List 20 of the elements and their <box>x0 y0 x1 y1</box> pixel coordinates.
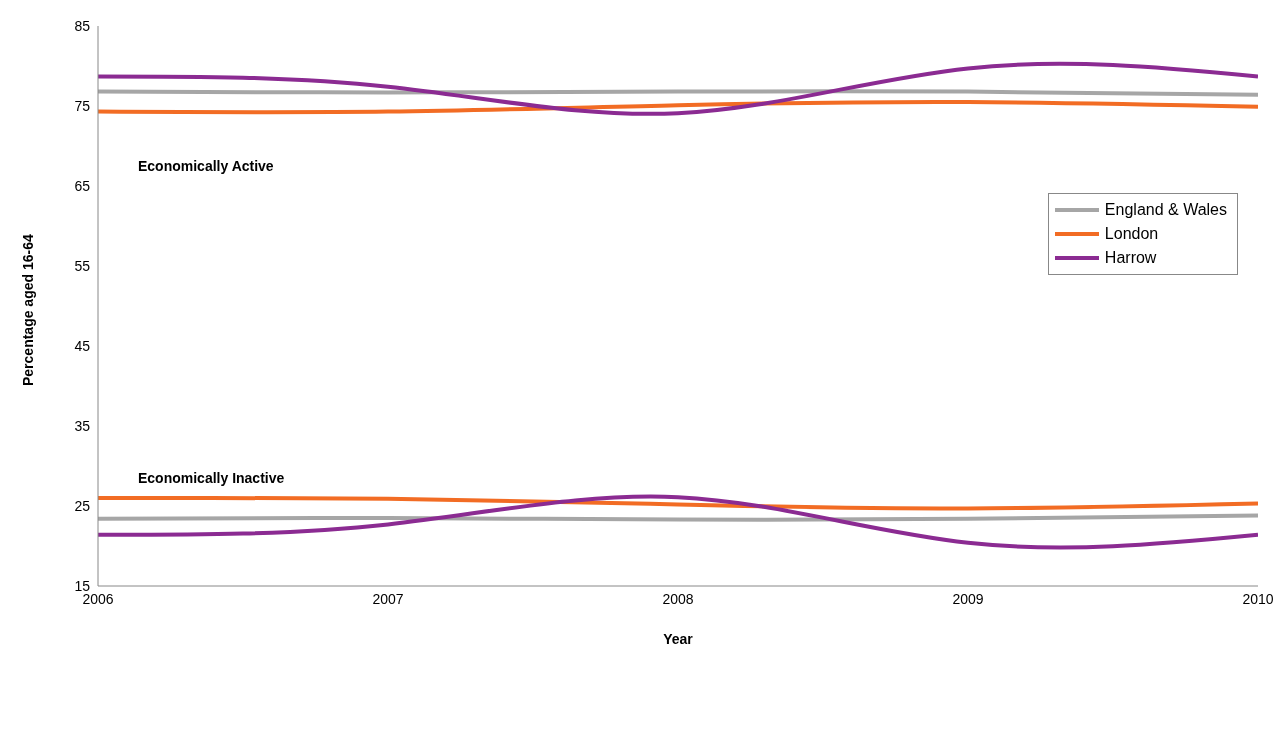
y-axis-title: Percentage aged 16-64 <box>19 234 36 386</box>
legend-label: London <box>1104 225 1159 243</box>
annotation: Economically Inactive <box>138 470 285 486</box>
y-tick-label: 35 <box>74 417 91 434</box>
line-series <box>98 495 1258 511</box>
x-tick-label: 2009 <box>952 590 984 607</box>
x-tick-label: 2008 <box>662 590 694 607</box>
y-tick-label: 25 <box>74 497 91 514</box>
annotation: Economically Active <box>138 158 274 174</box>
x-axis-title: Year <box>663 630 694 647</box>
legend-label: England & Wales <box>1104 201 1227 219</box>
y-tick-label: 75 <box>74 97 91 114</box>
x-tick-label: 2007 <box>372 590 404 607</box>
x-tick-label: 2010 <box>1242 590 1274 607</box>
line-series <box>98 99 1258 115</box>
y-tick-label: 65 <box>74 177 91 194</box>
legend-label: Harrow <box>1104 249 1157 267</box>
y-tick-label: 45 <box>74 337 91 354</box>
y-tick-label: 85 <box>74 17 91 34</box>
y-tick-label: 55 <box>74 257 91 274</box>
